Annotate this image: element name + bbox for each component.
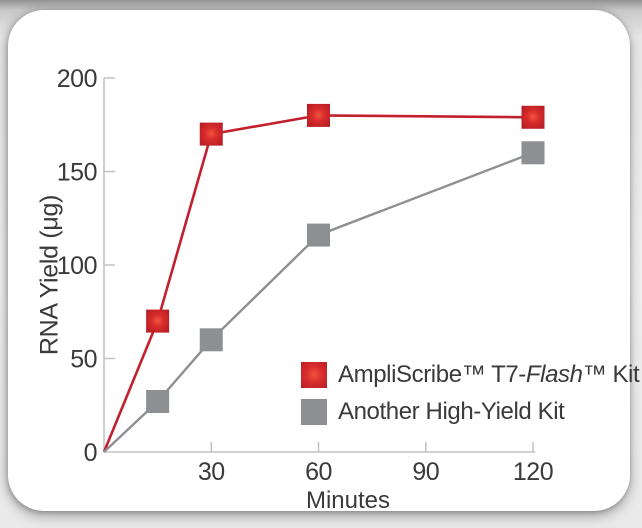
legend-item-ampliscribe: AmpliScribe™ T7-Flash™ Kit [301, 360, 640, 388]
legend-item-other-kit: Another High-Yield Kit [301, 398, 639, 425]
data-point-series0-x60 [307, 103, 330, 127]
x-tick-label-30: 30 [198, 458, 225, 486]
x-tick-label-120: 120 [513, 458, 553, 486]
y-tick-label-150: 150 [57, 159, 97, 187]
data-point-series1-x60 [307, 223, 330, 247]
legend: AmpliScribe™ T7-Flash™ Kit Another High-… [301, 360, 640, 435]
data-point-series0-x120 [521, 105, 545, 129]
x-tick-label-60: 60 [305, 458, 332, 486]
x-tick-label-90: 90 [412, 458, 439, 486]
x-axis-title: Minutes [305, 487, 391, 514]
data-point-series1-x30 [199, 328, 223, 352]
y-tick-label-0: 0 [84, 439, 97, 467]
chart-card: RNA Yield (μg) Minutes AmpliScribe™ T7-F… [8, 10, 640, 514]
y-tick-label-100: 100 [57, 252, 97, 280]
plot-area: 30 60 90 120 0 50 100 150 200 [57, 65, 554, 486]
legend-label-other-kit: Another High-Yield Kit [338, 397, 565, 425]
data-point-series1-x15 [146, 390, 170, 414]
data-point-series0-x30 [199, 122, 223, 146]
legend-label-ampliscribe: AmpliScribe™ T7-Flash™ Kit [338, 360, 640, 388]
legend-swatch-gray-square [301, 398, 327, 425]
legend-swatch-red-square [301, 361, 327, 388]
y-tick-label-50: 50 [70, 346, 97, 374]
y-tick-label-200: 200 [57, 65, 97, 93]
data-point-series0-x15 [146, 309, 170, 333]
data-point-series1-x120 [521, 141, 545, 165]
